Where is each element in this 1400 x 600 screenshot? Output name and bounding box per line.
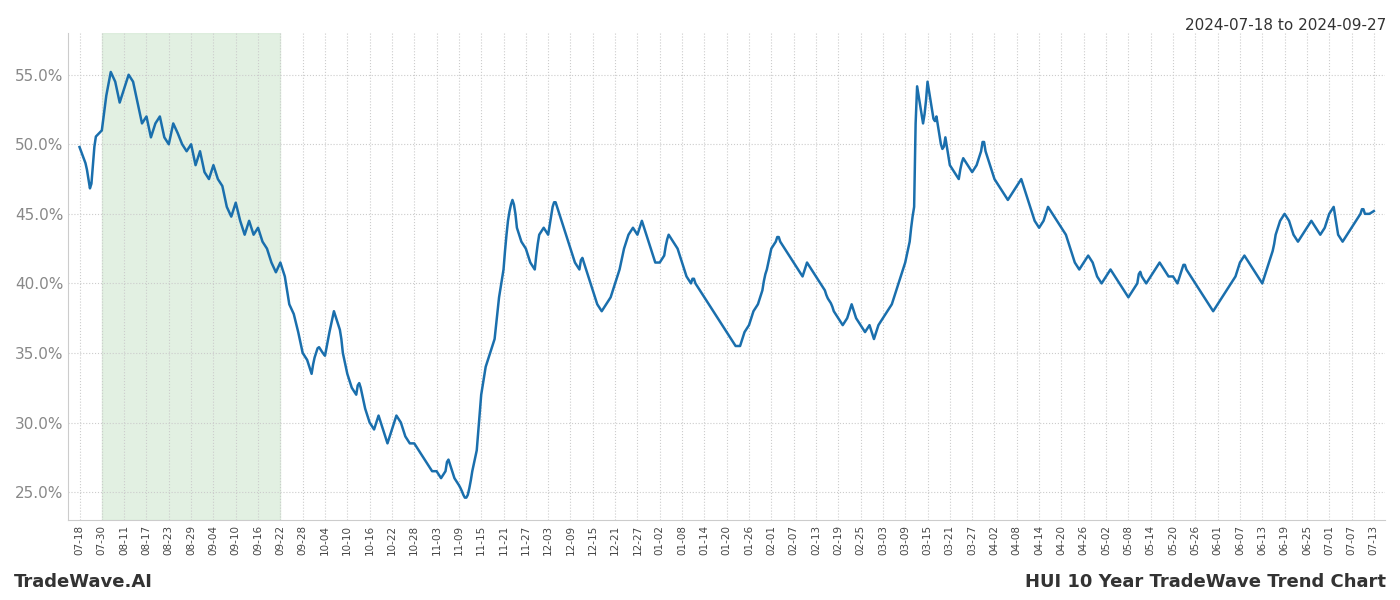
Bar bbox=[102, 33, 280, 520]
Text: 2024-07-18 to 2024-09-27: 2024-07-18 to 2024-09-27 bbox=[1184, 18, 1386, 33]
Text: HUI 10 Year TradeWave Trend Chart: HUI 10 Year TradeWave Trend Chart bbox=[1025, 573, 1386, 591]
Text: TradeWave.AI: TradeWave.AI bbox=[14, 573, 153, 591]
